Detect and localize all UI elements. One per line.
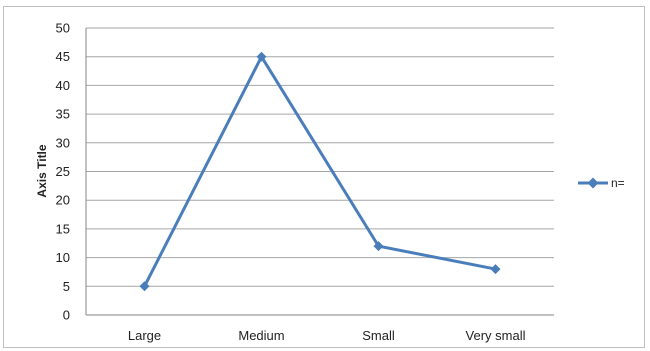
legend-label: n= [611,176,625,190]
gridlines [85,27,554,316]
data-point [256,51,267,62]
data-point [373,241,384,252]
y-tick-label: 30 [56,135,70,150]
y-tick-label: 40 [56,78,70,93]
legend-marker [587,177,599,189]
y-tick-label: 10 [56,250,70,265]
data-point [139,281,150,292]
y-tick-label: 50 [56,21,70,36]
data-point [490,264,501,275]
y-tick-label: 0 [63,308,70,323]
y-tick-label: 20 [56,193,70,208]
y-tick-label: 45 [56,49,70,64]
x-tick-label: Very small [466,328,526,343]
y-tick-label: 15 [56,221,70,236]
x-tick-labels: Large Medium Small Very small [128,328,526,343]
x-tick-label: Small [362,328,395,343]
series-line [143,55,496,287]
legend: n= [578,176,625,190]
y-tick-label: 35 [56,107,70,122]
x-tick-label: Medium [238,328,284,343]
y-axis-title: Axis Title [35,144,49,197]
x-tick-label: Large [128,328,161,343]
chart-frame [3,6,645,348]
y-tick-labels: 0 5 10 15 20 25 30 35 40 45 50 [56,21,70,323]
series-layer [139,51,501,292]
y-tick-label: 25 [56,164,70,179]
y-tick-label: 5 [63,279,70,294]
